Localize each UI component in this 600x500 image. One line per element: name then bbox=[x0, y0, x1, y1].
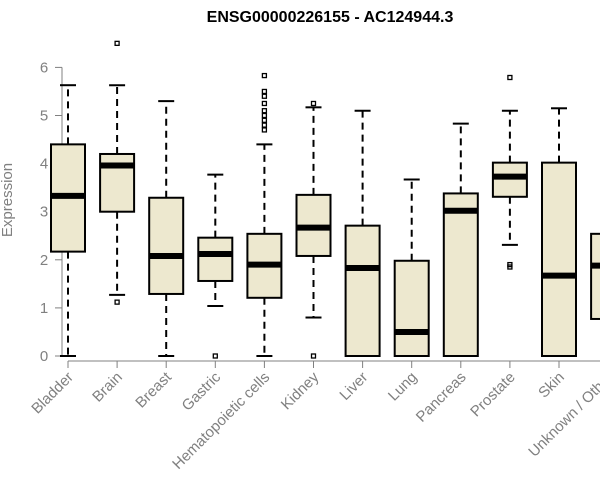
chart-title: ENSG00000226155 - AC124944.3 bbox=[207, 9, 454, 26]
outlier-point bbox=[261, 112, 268, 119]
box-kidney bbox=[295, 100, 332, 359]
box-breast bbox=[148, 100, 185, 357]
box-brain bbox=[99, 40, 136, 305]
outlier-point bbox=[310, 100, 317, 107]
x-tick-label: Brain bbox=[89, 369, 126, 406]
box-hematopoietic-cells bbox=[246, 72, 283, 357]
iqr-box bbox=[393, 259, 430, 357]
x-tick-label: Pancreas bbox=[413, 369, 470, 426]
outlier-point bbox=[261, 100, 268, 107]
outlier-point bbox=[261, 122, 268, 128]
x-tick-label: Bladder bbox=[28, 369, 77, 418]
outlier-point bbox=[261, 108, 268, 114]
outlier-point bbox=[507, 264, 513, 270]
x-tick-label: Hematopoietic cells bbox=[169, 369, 273, 473]
iqr-box bbox=[344, 224, 381, 357]
box-bladder bbox=[50, 84, 86, 357]
y-tick-label: 6 bbox=[40, 59, 48, 76]
y-tick-label: 4 bbox=[40, 156, 48, 173]
box-liver bbox=[344, 109, 381, 357]
x-tick-label: Lung bbox=[385, 369, 421, 405]
outlier-point bbox=[114, 299, 120, 305]
outlier-point bbox=[261, 88, 268, 95]
x-tick-label: Breast bbox=[132, 368, 175, 411]
y-tick-label: 5 bbox=[40, 108, 48, 125]
outlier-point bbox=[261, 117, 268, 123]
box-skin bbox=[541, 107, 577, 357]
outlier-point bbox=[261, 72, 268, 79]
box-prostate bbox=[491, 74, 528, 270]
box-gastric bbox=[197, 173, 234, 359]
y-tick-label: 1 bbox=[40, 300, 48, 317]
x-tick-label: Prostate bbox=[467, 369, 519, 421]
outlier-point bbox=[310, 353, 317, 359]
x-tick-label: Kidney bbox=[278, 368, 323, 413]
outlier-point bbox=[212, 353, 218, 359]
outlier-point bbox=[261, 127, 268, 133]
box-lung bbox=[393, 178, 430, 357]
iqr-box bbox=[442, 192, 479, 357]
x-tick-label: Skin bbox=[535, 369, 568, 402]
iqr-box bbox=[541, 161, 577, 357]
x-tick-label: Gastric bbox=[179, 368, 225, 414]
box-layer bbox=[50, 40, 600, 359]
iqr-box bbox=[590, 232, 600, 320]
iqr-box bbox=[148, 196, 185, 295]
y-tick-label: 0 bbox=[40, 348, 48, 365]
iqr-box bbox=[491, 161, 528, 198]
outlier-point bbox=[261, 93, 268, 99]
box-pancreas bbox=[442, 122, 479, 357]
box-unknown-other bbox=[590, 232, 600, 320]
y-tick-label: 2 bbox=[40, 252, 48, 269]
y-axis-label: Expression bbox=[0, 163, 16, 237]
outlier-point bbox=[507, 74, 513, 81]
y-tick-label: 3 bbox=[40, 204, 48, 221]
x-tick-label: Liver bbox=[336, 369, 371, 404]
iqr-box bbox=[197, 236, 234, 282]
outlier-point bbox=[114, 40, 120, 46]
